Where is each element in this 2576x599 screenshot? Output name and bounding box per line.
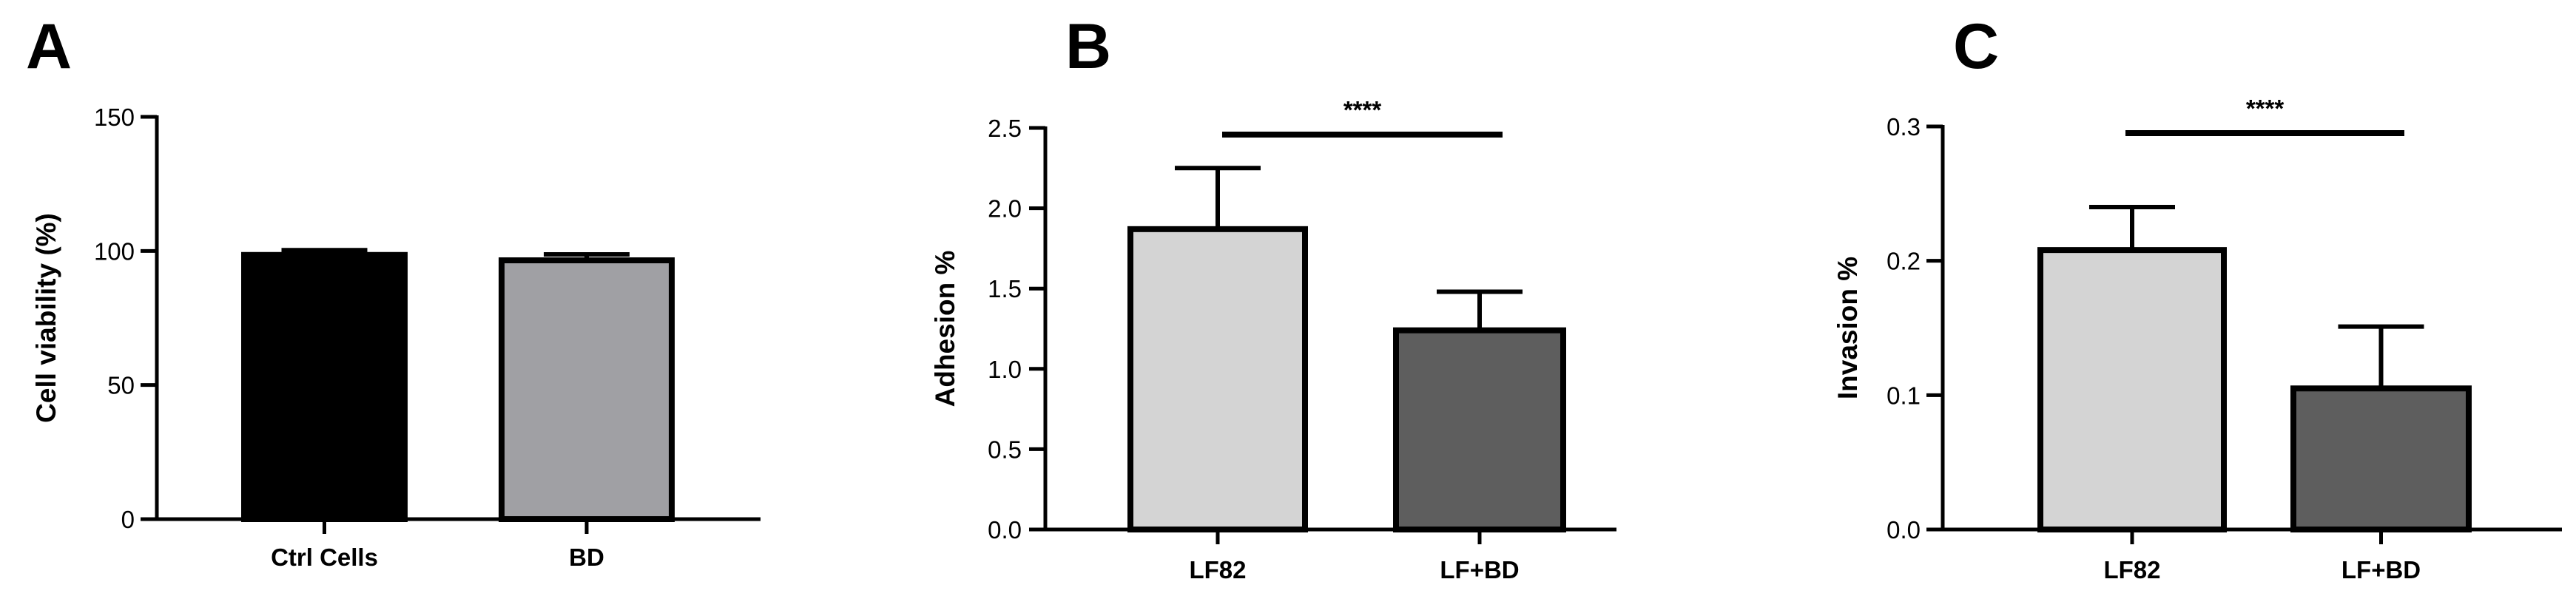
x-tick-label-1: LF+BD: [1440, 556, 1519, 583]
bar-1: [499, 257, 675, 522]
significance-label: ****: [1343, 96, 1382, 123]
y-tick-label-1: 0.1: [1887, 382, 1921, 409]
y-tick-label-1: 0.5: [988, 436, 1022, 463]
x-tick-label-1: LF+BD: [2341, 556, 2421, 583]
y-tick-label-2: 0.2: [1887, 248, 1921, 275]
y-tick-label-0: 0: [121, 506, 135, 533]
y-tick-label-4: 2.0: [988, 195, 1022, 223]
bar-1: [2290, 385, 2472, 532]
y-tick-label-5: 2.5: [988, 115, 1022, 142]
panel-c: C LF82 LF+BD 0.0 0.1 0.2 0.3 Invasion % ****: [1832, 11, 2562, 583]
panel-letter: B: [1065, 11, 1111, 82]
y-tick-label-3: 150: [94, 104, 135, 131]
bar-0: [2037, 247, 2227, 532]
x-tick-label-1: BD: [569, 544, 604, 571]
panel-a: A Ctrl Cells BD 0 50 100 150 Cell viability (%): [26, 11, 761, 571]
y-tick-label-2: 100: [94, 237, 135, 265]
panel-letter: C: [1953, 11, 1999, 82]
y-axis-title: Cell viability (%): [31, 213, 61, 423]
panel-letter: A: [26, 11, 72, 82]
y-tick-label-3: 0.3: [1887, 113, 1921, 141]
y-tick-label-0: 0.0: [1887, 516, 1921, 544]
significance-label: ****: [2246, 95, 2285, 122]
x-tick-label-0: LF82: [1189, 556, 1246, 583]
y-axis-title: Invasion %: [1832, 257, 1863, 399]
bar-0: [1127, 226, 1308, 532]
x-tick-label-0: LF82: [2103, 556, 2160, 583]
panel-b: B LF82 LF+BD 0.0 0.5 1.0 1.5 2.0 2.5 Adhesion % **…: [930, 11, 1616, 583]
x-tick-label-0: Ctrl Cells: [271, 544, 378, 571]
bar-1: [1393, 327, 1566, 532]
y-tick-label-1: 50: [107, 372, 135, 399]
y-tick-label-2: 1.0: [988, 356, 1022, 383]
y-axis-title: Adhesion %: [930, 251, 960, 407]
y-tick-label-3: 1.5: [988, 275, 1022, 302]
bar-0: [241, 251, 408, 522]
y-tick-label-0: 0.0: [988, 516, 1022, 544]
